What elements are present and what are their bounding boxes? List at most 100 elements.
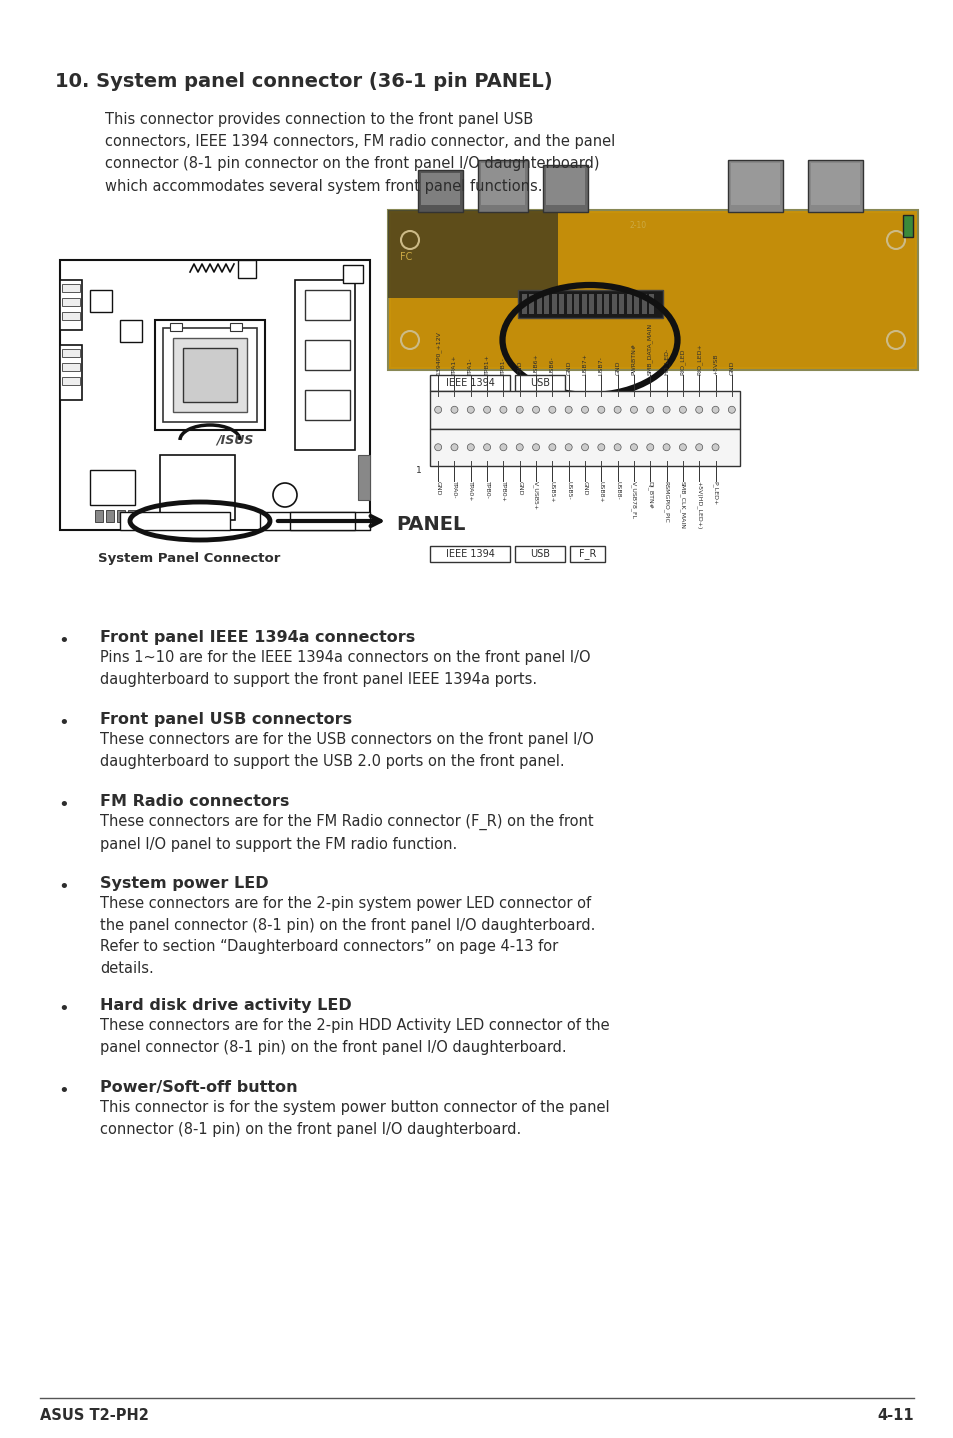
Bar	[430, 429, 740, 466]
Text: This connector is for the system power button connector of the panel
connector (: This connector is for the system power b…	[100, 1100, 609, 1136]
Circle shape	[532, 444, 539, 450]
Text: TPA0+: TPA0+	[468, 480, 473, 502]
Bar	[515, 546, 564, 562]
Bar	[626, 293, 631, 313]
Text: •: •	[58, 999, 69, 1018]
Circle shape	[451, 444, 457, 450]
Circle shape	[695, 444, 702, 450]
Text: •: •	[58, 631, 69, 650]
Text: Front panel IEEE 1394a connectors: Front panel IEEE 1394a connectors	[100, 630, 415, 646]
Bar	[62, 312, 80, 321]
Circle shape	[548, 444, 556, 450]
Bar	[612, 293, 617, 313]
Bar	[558, 293, 564, 313]
Circle shape	[727, 407, 735, 413]
Text: V_USB5+: V_USB5+	[533, 480, 538, 510]
Bar	[357, 454, 370, 500]
Bar	[589, 293, 594, 313]
Text: +5V(HD_LED+): +5V(HD_LED+)	[696, 480, 701, 529]
Text: PANEL: PANEL	[395, 515, 465, 533]
Circle shape	[435, 444, 441, 450]
Bar	[90, 290, 112, 312]
Circle shape	[614, 407, 620, 413]
Text: 1394P0_+12V: 1394P0_+12V	[435, 331, 440, 375]
Text: 4-11: 4-11	[877, 1408, 913, 1424]
Bar	[106, 510, 113, 522]
Circle shape	[516, 444, 522, 450]
Text: IEEE 1394: IEEE 1394	[445, 378, 494, 388]
Text: TPB1-: TPB1-	[500, 357, 505, 375]
Text: GND: GND	[582, 480, 587, 496]
Text: USB8+: USB8+	[598, 480, 603, 503]
Text: System power LED: System power LED	[100, 876, 269, 892]
Bar	[60, 260, 370, 531]
Bar	[566, 293, 572, 313]
Bar	[305, 390, 350, 420]
Text: F_R: F_R	[578, 548, 596, 559]
Bar	[128, 510, 136, 522]
Bar	[420, 173, 459, 206]
Bar	[62, 283, 80, 292]
Bar	[515, 375, 564, 391]
Bar	[810, 162, 859, 206]
Bar	[150, 512, 172, 522]
Bar	[160, 454, 234, 521]
Bar	[480, 162, 524, 206]
Bar	[597, 293, 601, 313]
Text: System Panel Connector: System Panel Connector	[98, 552, 280, 565]
Bar	[120, 321, 142, 342]
Text: USB: USB	[530, 549, 550, 559]
Bar	[544, 293, 549, 313]
Circle shape	[483, 407, 490, 413]
Text: Power/Soft-off button: Power/Soft-off button	[100, 1080, 297, 1094]
Circle shape	[711, 407, 719, 413]
Circle shape	[581, 444, 588, 450]
Text: HD_LED-: HD_LED-	[663, 348, 669, 375]
Text: USB8-: USB8-	[615, 480, 619, 500]
Bar	[60, 345, 82, 400]
Circle shape	[532, 407, 539, 413]
Circle shape	[630, 444, 637, 450]
Text: •: •	[58, 1081, 69, 1100]
Text: TPA0-: TPA0-	[452, 480, 456, 499]
Circle shape	[499, 444, 506, 450]
Text: 10. System panel connector (36-1 pin PANEL): 10. System panel connector (36-1 pin PAN…	[55, 72, 552, 91]
Circle shape	[662, 407, 669, 413]
Bar	[902, 216, 912, 237]
Bar	[290, 512, 355, 531]
Circle shape	[662, 444, 669, 450]
Bar	[641, 293, 646, 313]
Bar	[807, 160, 862, 211]
Bar	[581, 293, 586, 313]
Text: This connector provides connection to the front panel USB
connectors, IEEE 1394 : This connector provides connection to th…	[105, 112, 615, 194]
Text: GND: GND	[436, 480, 440, 496]
Text: GND: GND	[615, 361, 619, 375]
Text: These connectors are for the FM Radio connector (F_R) on the front
panel I/O pan: These connectors are for the FM Radio co…	[100, 814, 593, 851]
Bar	[90, 470, 135, 505]
Bar	[618, 293, 624, 313]
Text: RIO_LED: RIO_LED	[679, 348, 685, 375]
Bar	[62, 362, 80, 371]
Text: +5VSB: +5VSB	[712, 354, 718, 375]
Text: P_LED+: P_LED+	[712, 480, 718, 505]
Circle shape	[435, 407, 441, 413]
Text: USB5+: USB5+	[549, 480, 555, 503]
Bar	[417, 170, 462, 211]
Bar	[730, 162, 780, 206]
Bar	[542, 165, 587, 211]
Bar	[117, 510, 125, 522]
Bar	[430, 546, 510, 562]
Bar	[430, 391, 740, 429]
Bar	[305, 339, 350, 370]
Circle shape	[516, 407, 522, 413]
Bar	[604, 293, 609, 313]
Text: USB7-: USB7-	[598, 357, 603, 375]
Text: Pins 1~10 are for the IEEE 1394a connectors on the front panel I/O
daughterboard: Pins 1~10 are for the IEEE 1394a connect…	[100, 650, 590, 686]
Circle shape	[646, 444, 653, 450]
Bar	[62, 377, 80, 385]
Circle shape	[679, 407, 685, 413]
Text: SMB_CLK_MAIN: SMB_CLK_MAIN	[679, 480, 685, 529]
Text: 1: 1	[416, 466, 421, 475]
Text: •: •	[58, 715, 69, 732]
Text: TPA1+: TPA1+	[452, 355, 456, 375]
